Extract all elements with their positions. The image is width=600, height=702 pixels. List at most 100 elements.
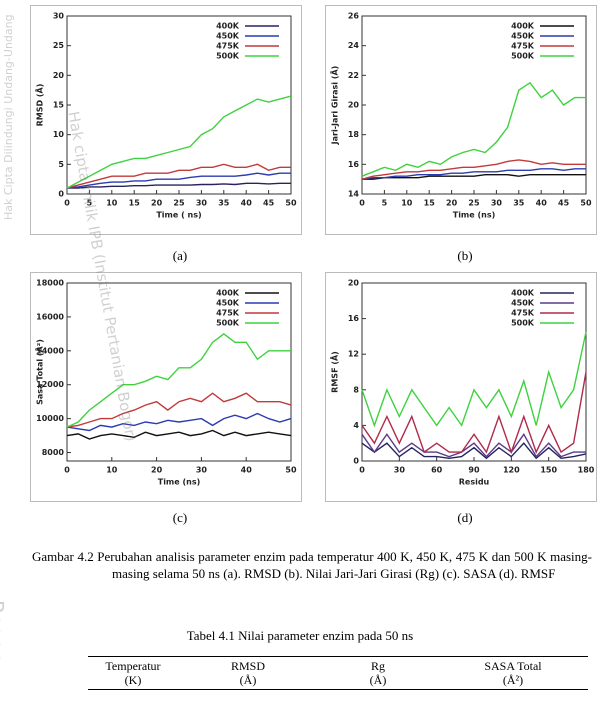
y-axis-label: RMSD (Å) — [35, 84, 45, 127]
legend-label: 500K — [216, 52, 240, 61]
y-tick-label: 16 — [348, 314, 360, 323]
y-tick-label: 22 — [348, 71, 359, 80]
x-tick-label: 20 — [151, 466, 163, 475]
header-line: SASA Total — [484, 659, 542, 673]
header-line: (Å²) — [502, 673, 524, 687]
y-tick-label: 16000 — [36, 312, 64, 321]
y-tick-label: 12 — [348, 350, 359, 359]
x-tick-label: 50 — [580, 199, 592, 208]
series-line — [361, 432, 586, 458]
series-line — [361, 331, 587, 428]
y-tick-label: 20 — [348, 279, 360, 288]
x-tick-label: 30 — [196, 199, 208, 208]
caption-text: Gambar 4.2 Perubahan analisis parameter … — [32, 549, 592, 581]
panel-label: (c) — [172, 510, 188, 525]
y-tick-label: 18000 — [36, 279, 64, 288]
figure-caption: Gambar 4.2 Perubahan analisis parameter … — [32, 548, 592, 582]
y-axis-label: Sasa Total (Å²) — [35, 339, 45, 405]
x-tick-label: 25 — [173, 199, 185, 208]
y-tick-label: 10000 — [36, 414, 64, 423]
y-tick-label: 15 — [53, 101, 65, 110]
x-tick-label: 90 — [468, 466, 480, 475]
header-line: RMSD — [230, 659, 265, 673]
y-tick-label: 20 — [53, 71, 65, 80]
header-line: (K) — [124, 673, 142, 687]
x-tick-label: 45 — [263, 199, 275, 208]
chart: 0 4 8 12 16 20 0 30 60 90 120 150 180 Residu RMSF (Å) 4… — [325, 272, 597, 502]
x-tick-label: 0 — [64, 199, 70, 208]
x-tick-label: 40 — [536, 199, 548, 208]
x-tick-label: 5 — [87, 199, 93, 208]
legend-label: 475K — [511, 42, 535, 51]
legend-label: 500K — [216, 319, 240, 328]
x-tick-label: 35 — [218, 199, 230, 208]
x-tick-label: 10 — [106, 466, 118, 475]
y-tick-label: 10 — [53, 130, 65, 139]
x-tick-label: 0 — [359, 466, 365, 475]
legend-label: 500K — [511, 319, 535, 328]
chart: 8000 10000 12000 14000 16000 18000 0 10 20 30 40 50… — [30, 272, 302, 502]
x-axis-label: Time (ns) — [453, 211, 496, 220]
x-tick-label: 10 — [401, 199, 413, 208]
legend-label: 400K — [511, 289, 535, 298]
y-tick-label: 18 — [348, 130, 360, 139]
y-tick-label: 14 — [348, 190, 360, 199]
plot-frame — [66, 282, 292, 462]
header-line: (Å) — [239, 673, 257, 687]
x-tick-label: 50 — [285, 199, 297, 208]
x-tick-label: 45 — [558, 199, 570, 208]
x-tick-label: 0 — [359, 199, 365, 208]
table-header-cell: RMSD (Å) — [178, 659, 318, 687]
x-tick-label: 180 — [578, 466, 595, 475]
x-tick-label: 150 — [540, 466, 557, 475]
panel-label: (d) — [457, 510, 473, 525]
x-tick-label: 30 — [394, 466, 406, 475]
legend-label: 450K — [511, 299, 535, 308]
x-tick-label: 35 — [513, 199, 525, 208]
series-line — [362, 174, 586, 180]
chart: 14 16 18 20 22 24 26 0 5 10 15 20 25 30 35 40 45 50 Time (… — [325, 5, 597, 235]
y-tick-label: 20 — [348, 101, 360, 110]
y-tick-label: 30 — [53, 12, 65, 21]
plot-frame — [66, 15, 292, 195]
header-line: Rg — [370, 659, 385, 673]
legend-label: 400K — [511, 22, 535, 31]
x-tick-label: 25 — [468, 199, 480, 208]
legend-label: 475K — [216, 309, 240, 318]
legend-label: 500K — [511, 52, 535, 61]
series-line — [66, 429, 292, 440]
panel-label: (b) — [457, 248, 473, 263]
x-tick-label: 15 — [424, 199, 436, 208]
x-tick-label: 30 — [491, 199, 503, 208]
series-line — [66, 95, 292, 189]
y-axis-label: RMSF (Å) — [330, 351, 340, 393]
header-line: Temperatur — [105, 659, 161, 673]
series-line — [66, 333, 291, 428]
y-tick-label: 12000 — [36, 380, 64, 389]
series-line — [361, 371, 587, 455]
series-line — [66, 163, 291, 189]
table-header: Temperatur (K) RMSD (Å) Rg (Å) SASA Total (Å²) — [88, 656, 588, 690]
series-line — [361, 168, 586, 180]
watermark-bogor: Bogor — [0, 600, 8, 660]
x-axis-label: Time ( ns) — [156, 211, 201, 220]
legend-label: 475K — [511, 309, 535, 318]
x-tick-label: 50 — [285, 466, 297, 475]
table-caption: Tabel 4.1 Nilai parameter enzim pada 50 … — [186, 628, 414, 643]
legend-label: 450K — [511, 32, 535, 41]
x-tick-label: 5 — [382, 199, 388, 208]
legend-label: 475K — [216, 42, 240, 51]
y-tick-label: 5 — [58, 160, 64, 169]
x-axis-label: Residu — [459, 478, 490, 487]
x-tick-label: 15 — [129, 199, 141, 208]
y-tick-label: 16 — [348, 160, 360, 169]
x-tick-label: 40 — [241, 466, 253, 475]
x-tick-label: 40 — [241, 199, 253, 208]
watermark-side: Hak Cipta Dilindungi Undang-Undang — [2, 14, 15, 220]
x-tick-label: 120 — [503, 466, 520, 475]
y-tick-label: 26 — [348, 12, 360, 21]
x-tick-label: 10 — [106, 199, 118, 208]
y-tick-label: 8 — [353, 385, 359, 394]
legend-label: 400K — [216, 22, 240, 31]
y-tick-label: 8000 — [42, 448, 65, 457]
